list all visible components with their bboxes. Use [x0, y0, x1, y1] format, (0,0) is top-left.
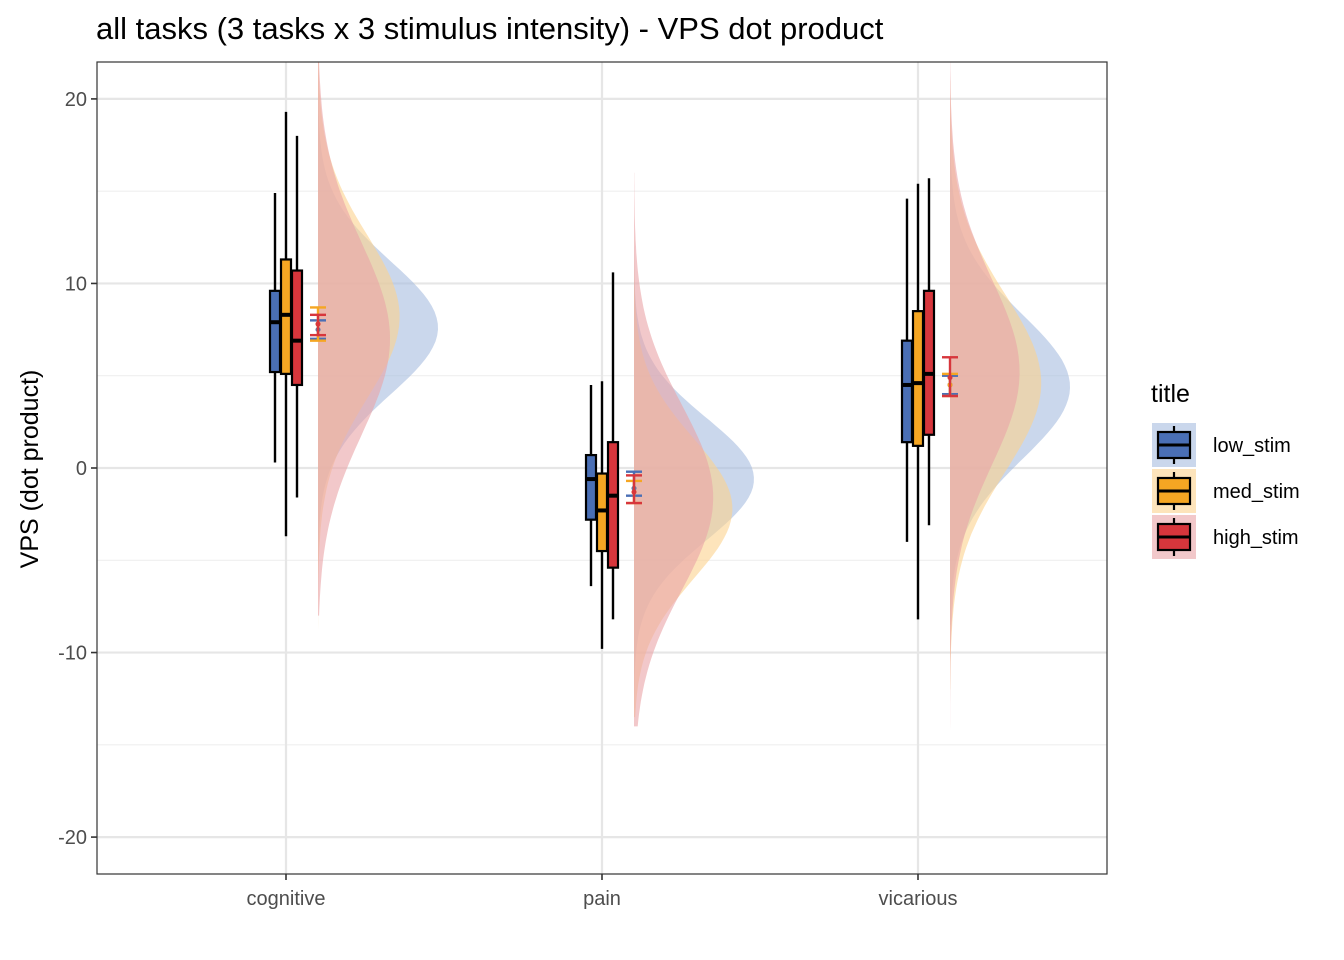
legend-title: title — [1151, 380, 1190, 408]
y-axis: -20 -10 0 10 20 — [58, 89, 97, 849]
box — [584, 453, 598, 521]
density-cloud-high_stim-vicarious — [950, 62, 1020, 865]
box — [900, 339, 914, 444]
legend-item-med_stim: med_stim — [1152, 469, 1300, 513]
boxplot-high_stim-vicarious — [922, 178, 936, 526]
errorbar-high_stim-cognitive — [310, 313, 326, 337]
errorbar-high_stim-pain — [626, 474, 642, 505]
mean-point — [947, 375, 953, 381]
legend-item-low_stim: low_stim — [1152, 423, 1291, 467]
x-axis: cognitive pain vicarious — [247, 874, 958, 910]
plot-panel — [96, 61, 1108, 875]
boxplot-high_stim-cognitive — [290, 135, 304, 498]
density-cloud-high_stim-cognitive — [318, 62, 390, 616]
density-cloud-high_stim-pain — [634, 172, 714, 727]
y-tick-label: 20 — [65, 89, 87, 111]
mean-error-bars — [310, 306, 958, 505]
y-tick-label: 10 — [65, 273, 87, 295]
legend-label: high_stim — [1213, 527, 1299, 549]
boxplot-high_stim-pain — [606, 272, 620, 620]
mean-point — [315, 321, 321, 327]
box — [268, 289, 282, 374]
x-tick-label: vicarious — [879, 888, 958, 910]
y-tick-label: 0 — [76, 458, 87, 480]
legend-item-high_stim: high_stim — [1152, 515, 1299, 559]
box — [911, 310, 925, 447]
chart-title: all tasks (3 tasks x 3 stimulus intensit… — [96, 11, 884, 46]
y-tick-label: -20 — [58, 827, 87, 849]
box — [290, 269, 304, 387]
mean-point — [631, 489, 637, 495]
legend-label: med_stim — [1213, 481, 1300, 503]
x-tick-label: pain — [583, 888, 621, 910]
x-tick-label: cognitive — [247, 888, 326, 910]
box — [922, 289, 936, 436]
legend-label: low_stim — [1213, 435, 1291, 457]
density-clouds — [318, 62, 1070, 865]
errorbar-high_stim-vicarious — [942, 356, 958, 398]
legend: title low_stim med_stim high_stim — [1151, 380, 1300, 559]
box — [606, 441, 620, 569]
boxplots — [268, 111, 936, 649]
boxplot-med_stim-pain — [595, 381, 609, 649]
boxplot-low_stim-pain — [584, 384, 598, 587]
y-tick-label: -10 — [58, 643, 87, 665]
y-axis-title: VPS (dot product) — [16, 370, 44, 569]
